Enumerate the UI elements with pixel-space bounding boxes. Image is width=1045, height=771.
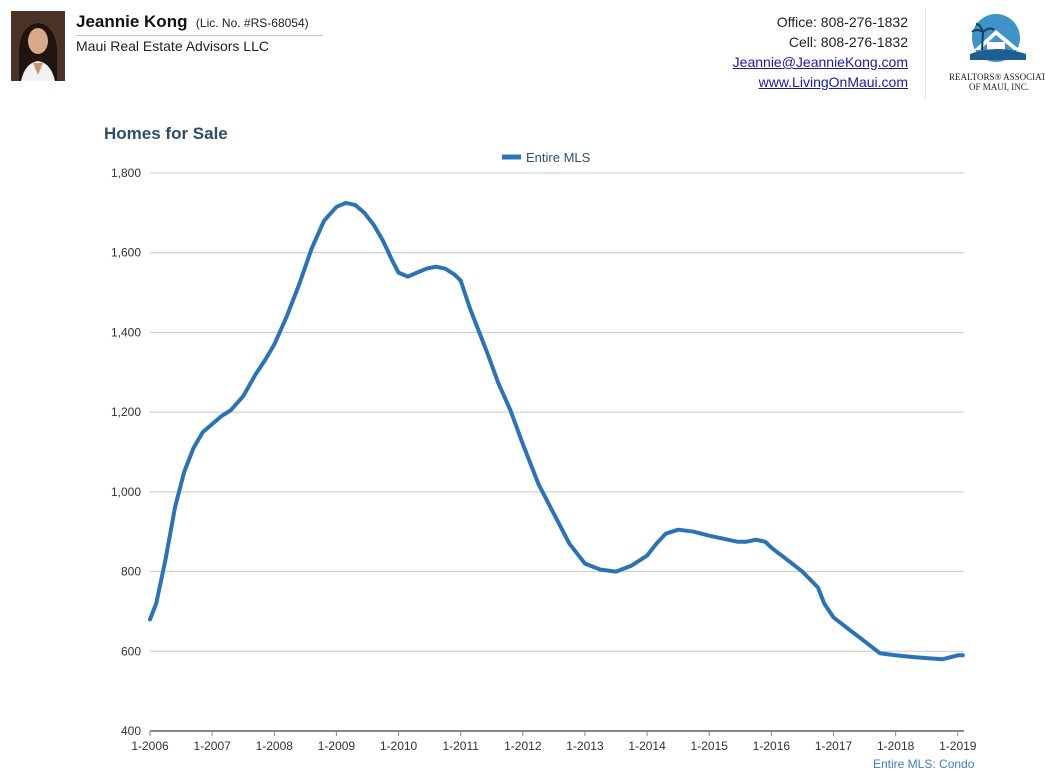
x-tick-label: 1-2018 bbox=[877, 739, 915, 753]
cell-phone: Cell: 808-276-1832 bbox=[788, 34, 908, 50]
license-number: (Lic. No. #RS-68054) bbox=[195, 16, 309, 30]
x-tick-label: 1-2015 bbox=[691, 739, 729, 753]
contact-block: Office: 808-276-1832 Cell: 808-276-1832 … bbox=[733, 12, 908, 92]
logo-wordmark: REALTORS® ASSOCIATION OF MAUI, INC. bbox=[949, 72, 1045, 92]
series-line bbox=[148, 200, 965, 662]
realtors-association-logo: REALTORS® ASSOCIATION OF MAUI, INC. bbox=[940, 10, 1045, 95]
x-tick-label: 1-2008 bbox=[256, 739, 294, 753]
name-divider bbox=[76, 35, 323, 36]
agent-name: Jeannie Kong bbox=[76, 12, 188, 31]
x-tick-label: 1-2013 bbox=[566, 739, 604, 753]
website-link[interactable]: www.LivingOnMaui.com bbox=[758, 74, 908, 90]
header-divider bbox=[925, 8, 926, 100]
house-palm-logo-icon bbox=[970, 14, 1026, 62]
x-tick-label: 1-2006 bbox=[131, 739, 169, 753]
chart-footnote: Entire MLS: Condo bbox=[873, 757, 975, 771]
x-tick-label: 1-2011 bbox=[442, 739, 479, 753]
x-tick-label: 1-2012 bbox=[504, 739, 542, 753]
company-name: Maui Real Estate Advisors LLC bbox=[76, 38, 269, 54]
x-tick-label: 1-2009 bbox=[318, 739, 356, 753]
y-tick-label: 1,600 bbox=[111, 246, 141, 260]
x-tick-label: 1-2014 bbox=[628, 739, 666, 753]
chart-title: Homes for Sale bbox=[104, 124, 228, 143]
x-tick-label: 1-2007 bbox=[193, 739, 231, 753]
page-header: Jeannie Kong (Lic. No. #RS-68054) Maui R… bbox=[0, 0, 1045, 100]
agent-photo bbox=[11, 11, 65, 81]
y-tick-label: 1,000 bbox=[111, 485, 141, 499]
y-tick-label: 1,800 bbox=[111, 166, 141, 180]
agent-name-row: Jeannie Kong (Lic. No. #RS-68054) bbox=[76, 12, 309, 32]
y-tick-label: 400 bbox=[121, 724, 141, 738]
y-tick-label: 600 bbox=[121, 644, 141, 658]
y-tick-label: 1,400 bbox=[111, 325, 141, 339]
email-link[interactable]: Jeannie@JeannieKong.com bbox=[732, 54, 908, 70]
x-tick-label: 1-2019 bbox=[939, 739, 977, 753]
legend-label: Entire MLS bbox=[526, 150, 591, 165]
x-tick-label: 1-2010 bbox=[380, 739, 418, 753]
x-tick-label: 1-2017 bbox=[815, 739, 853, 753]
office-phone: Office: 808-276-1832 bbox=[776, 14, 908, 30]
y-tick-label: 800 bbox=[121, 565, 141, 579]
x-tick-label: 1-2016 bbox=[753, 739, 791, 753]
y-tick-label: 1,200 bbox=[111, 405, 141, 419]
